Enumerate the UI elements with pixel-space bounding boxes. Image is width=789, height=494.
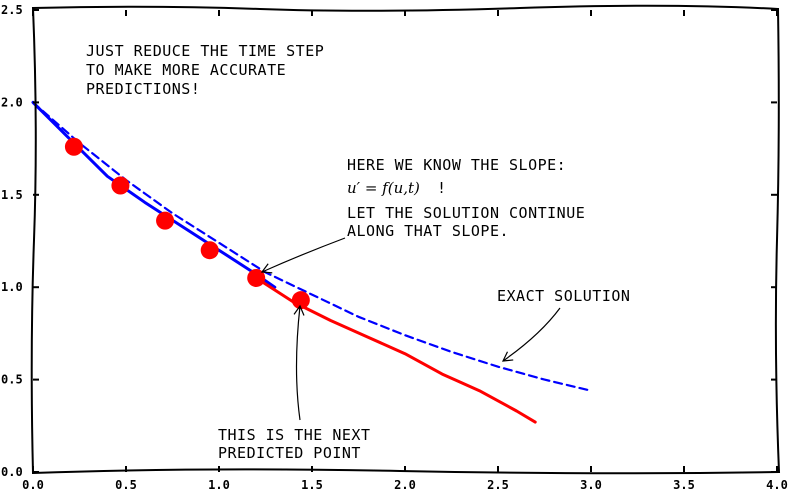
annotation-slope-math: u′ = f(u,t) xyxy=(347,179,420,197)
annotation-slope-line-4: ALONG THAT SLOPE. xyxy=(347,222,509,240)
y-tick-label: 2.0 xyxy=(1,95,23,109)
predicted-point xyxy=(291,291,310,310)
series-layer xyxy=(31,100,593,424)
annotation-time-step-line-3: PREDICTIONS! xyxy=(86,80,200,98)
x-tick-label: 0.0 xyxy=(22,478,44,492)
annotation-time-step-line-1: JUST REDUCE THE TIME STEP xyxy=(86,42,324,60)
predicted-point xyxy=(247,268,266,287)
predicted-point xyxy=(200,241,219,260)
y-tick-label: 2.5 xyxy=(1,3,23,17)
ticks-layer: 0.0 0.5 1.0 1.5 2.0 2.5 3.0 3.5 4.0 0.0 0.5 1.0 1.5 2… xyxy=(1,3,788,492)
annotation-next-point-arrow xyxy=(293,304,305,421)
y-tick-label: 0.0 xyxy=(1,465,23,479)
series-line-2 xyxy=(254,276,537,424)
x-tick-label: 1.0 xyxy=(208,478,230,492)
y-tick-label: 1.5 xyxy=(1,188,23,202)
annotation-exact-solution-label: EXACT SOLUTION xyxy=(497,287,630,305)
y-tick-label: 1.0 xyxy=(1,280,23,294)
annotation-slope-bang: ! xyxy=(437,179,447,197)
predicted-point xyxy=(64,137,83,156)
x-tick-label: 3.0 xyxy=(580,478,602,492)
annotation-next-point-line-1: THIS IS THE NEXT xyxy=(218,426,371,444)
annotation-exact-solution: EXACT SOLUTION xyxy=(497,287,630,362)
x-tick-label: 0.5 xyxy=(115,478,137,492)
annotation-slope: HERE WE KNOW THE SLOPE: u′ = f(u,t) ! LE… xyxy=(260,156,585,274)
plot-frame xyxy=(30,4,781,475)
x-tick-label: 3.5 xyxy=(673,478,695,492)
series-line-1 xyxy=(31,100,277,289)
y-tick-label: 0.5 xyxy=(1,373,23,387)
x-tick-label: 4.0 xyxy=(766,478,788,492)
annotation-slope-arrow xyxy=(260,237,346,274)
series-line-3 xyxy=(31,101,593,392)
annotation-time-step: JUST REDUCE THE TIME STEP TO MAKE MORE A… xyxy=(86,42,324,98)
x-tick-label: 2.0 xyxy=(394,478,416,492)
annotation-slope-line-1: HERE WE KNOW THE SLOPE: xyxy=(347,156,566,174)
annotation-next-point-line-2: PREDICTED POINT xyxy=(218,444,361,462)
annotation-slope-line-3: LET THE SOLUTION CONTINUE xyxy=(347,204,585,222)
points-layer xyxy=(64,137,310,310)
predicted-point xyxy=(111,176,130,195)
annotation-exact-solution-arrow xyxy=(501,307,561,362)
annotation-next-point: THIS IS THE NEXT PREDICTED POINT xyxy=(218,304,371,462)
predicted-point xyxy=(156,211,175,230)
annotation-time-step-line-2: TO MAKE MORE ACCURATE xyxy=(86,61,286,79)
x-tick-label: 1.5 xyxy=(301,478,323,492)
x-tick-label: 2.5 xyxy=(487,478,509,492)
